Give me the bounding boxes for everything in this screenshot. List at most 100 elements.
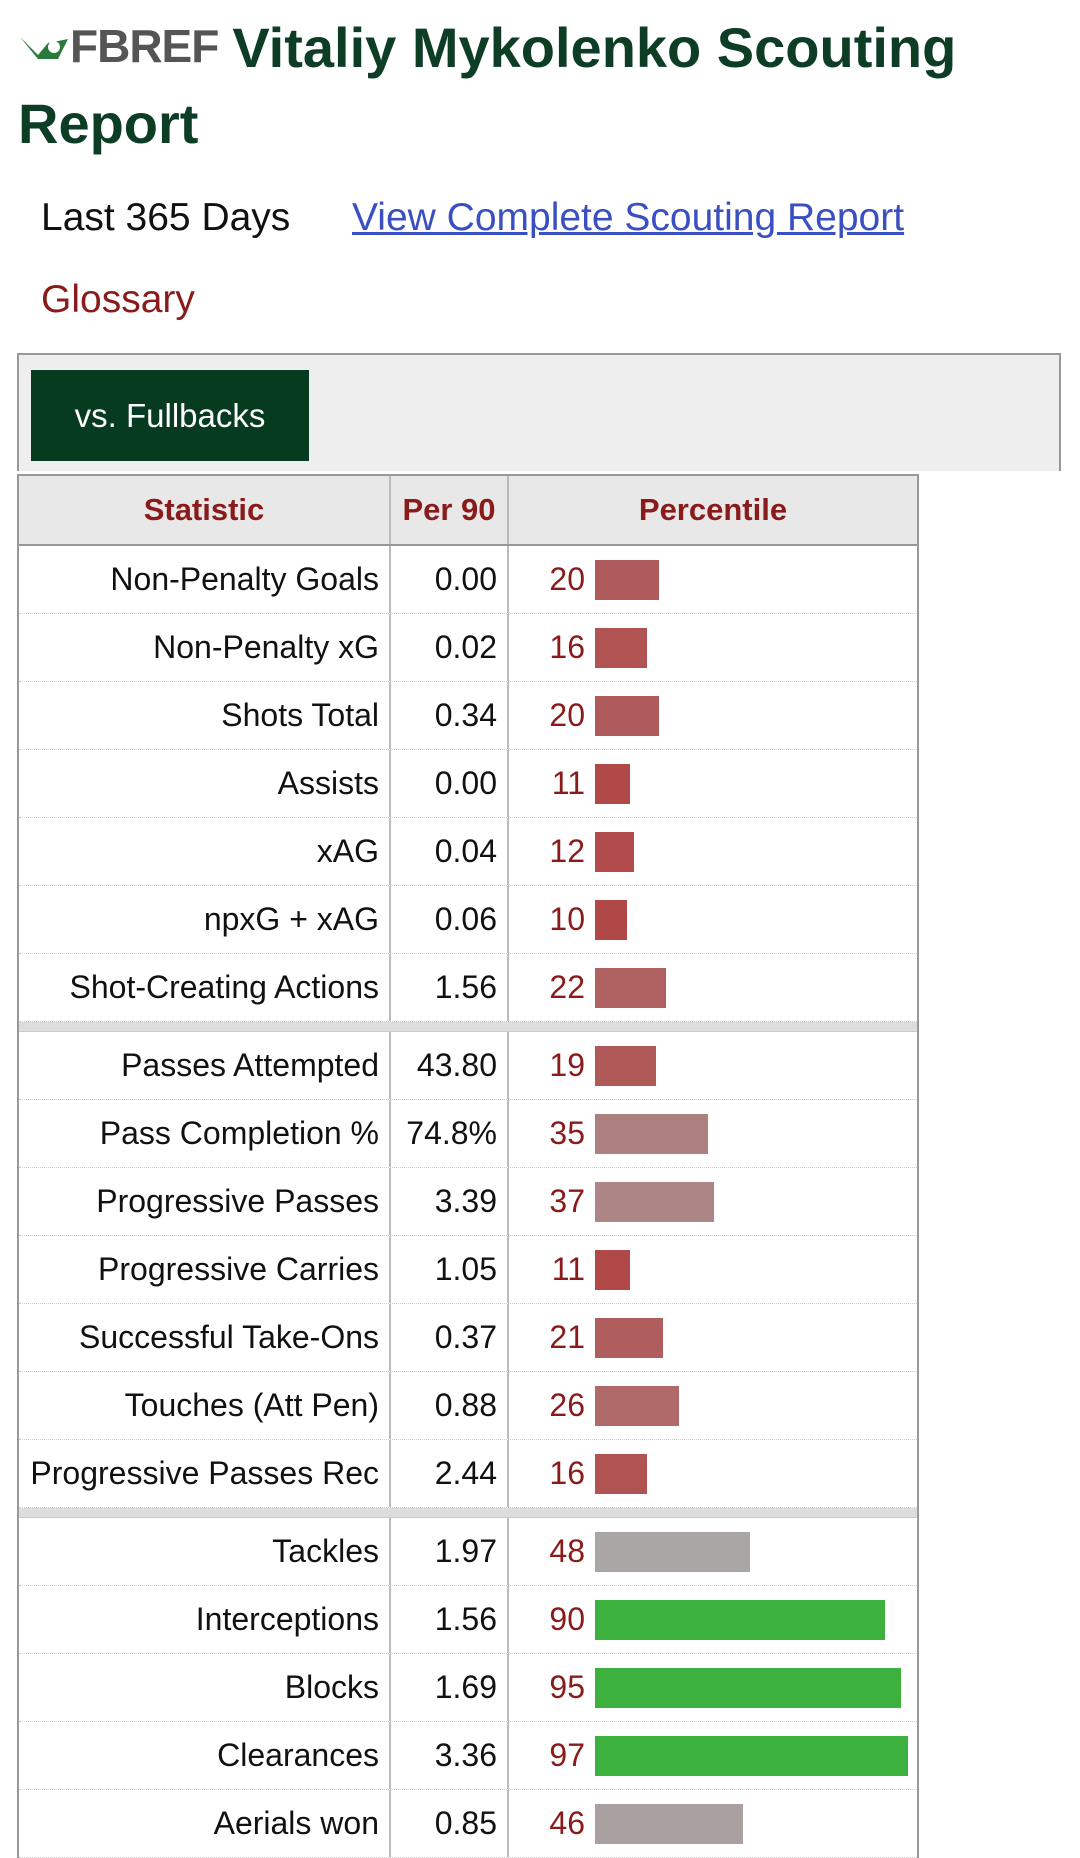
- stat-name: Progressive Passes: [19, 1168, 391, 1235]
- percentile-bar: [595, 1599, 886, 1640]
- percentile-bar: [595, 559, 660, 600]
- percentile-bar: [595, 1803, 744, 1844]
- percentile-cell: 16: [509, 1440, 917, 1507]
- per90-value: 1.05: [391, 1236, 509, 1303]
- period-label: Last 365 Days: [41, 196, 291, 239]
- tab[interactable]: vs. Fullbacks: [31, 370, 309, 461]
- percentile-cell: 11: [509, 1236, 917, 1303]
- column-header: Percentile: [638, 492, 788, 527]
- logo-icon: [20, 37, 68, 59]
- stat-name: Tackles: [19, 1518, 391, 1585]
- table-row: Clearances 3.36 97: [19, 1722, 917, 1790]
- stat-name: xAG: [19, 818, 391, 885]
- percentile-bar: [595, 1453, 647, 1494]
- table-row: Successful Take-Ons 0.37 21: [19, 1304, 917, 1372]
- percentile-cell: 19: [509, 1032, 917, 1099]
- stat-name: Aerials won: [19, 1790, 391, 1857]
- percentile-value: 95: [549, 1669, 585, 1705]
- per90-value: 0.06: [391, 886, 509, 953]
- per90-value: 1.97: [391, 1518, 509, 1585]
- stat-name: Non-Penalty xG: [19, 614, 391, 681]
- percentile-cell: 90: [509, 1586, 917, 1653]
- percentile-bar: [595, 967, 666, 1008]
- per90-value: 0.00: [391, 750, 509, 817]
- stat-name: Progressive Carries: [19, 1236, 391, 1303]
- percentile-bar: [595, 1249, 631, 1290]
- percentile-value: 10: [549, 901, 585, 937]
- per90-value: 0.00: [391, 546, 509, 613]
- stat-name: Shots Total: [19, 682, 391, 749]
- table-row: Progressive Passes 3.39 37: [19, 1168, 917, 1236]
- stat-name: npxG + xAG: [19, 886, 391, 953]
- percentile-cell: 10: [509, 886, 917, 953]
- logo[interactable]: FBREF: [18, 8, 219, 84]
- percentile-cell: 48: [509, 1518, 917, 1585]
- table-row: Tackles 1.97 48: [19, 1518, 917, 1586]
- complete-report-link[interactable]: View Complete Scouting Report: [352, 196, 905, 239]
- per90-value: 1.56: [391, 954, 509, 1021]
- table-row: Assists 0.00 11: [19, 750, 917, 818]
- percentile-value: 22: [549, 969, 585, 1005]
- percentile-value: 97: [549, 1737, 585, 1773]
- per90-value: 1.56: [391, 1586, 509, 1653]
- percentile-cell: 37: [509, 1168, 917, 1235]
- percentile-value: 16: [549, 629, 585, 665]
- percentile-bar: [595, 1113, 708, 1154]
- per90-value: 0.37: [391, 1304, 509, 1371]
- per90-value: 0.02: [391, 614, 509, 681]
- glossary-link[interactable]: Glossary: [41, 278, 195, 321]
- percentile-bar: [595, 627, 647, 668]
- group-separator: [19, 1508, 917, 1518]
- stat-name: Passes Attempted: [19, 1032, 391, 1099]
- percentile-value: 11: [551, 1251, 585, 1287]
- percentile-bar: [595, 1531, 750, 1572]
- percentile-cell: 35: [509, 1100, 917, 1167]
- percentile-bar: [595, 1045, 657, 1086]
- table-row: Passes Attempted 43.80 19: [19, 1032, 917, 1100]
- percentile-cell: 11: [509, 750, 917, 817]
- stat-name: Assists: [19, 750, 391, 817]
- percentile-value: 20: [549, 697, 585, 733]
- table-row: xAG 0.04 12: [19, 818, 917, 886]
- percentile-bar: [595, 1735, 908, 1776]
- table-row: Progressive Passes Rec 2.44 16: [19, 1440, 917, 1508]
- percentile-bar: [595, 1181, 715, 1222]
- per90-value: 3.36: [391, 1722, 509, 1789]
- percentile-cell: 20: [509, 546, 917, 613]
- percentile-value: 16: [549, 1455, 585, 1491]
- table-row: Non-Penalty xG 0.02 16: [19, 614, 917, 682]
- percentile-value: 11: [551, 765, 585, 801]
- percentile-cell: 95: [509, 1654, 917, 1721]
- header: FBREF Vitaliy Mykolenko Scouting Report: [18, 8, 1058, 162]
- per90-value: 3.39: [391, 1168, 509, 1235]
- stat-name: Touches (Att Pen): [19, 1372, 391, 1439]
- per90-value: 0.88: [391, 1372, 509, 1439]
- table-row: Pass Completion % 74.8% 35: [19, 1100, 917, 1168]
- table-row: Shots Total 0.34 20: [19, 682, 917, 750]
- percentile-value: 37: [549, 1183, 585, 1219]
- per90-value: 0.04: [391, 818, 509, 885]
- percentile-cell: 26: [509, 1372, 917, 1439]
- per90-value: 1.69: [391, 1654, 509, 1721]
- percentile-bar: [595, 899, 628, 940]
- stat-name: Progressive Passes Rec: [19, 1440, 391, 1507]
- table-row: Touches (Att Pen) 0.88 26: [19, 1372, 917, 1440]
- table-row: Non-Penalty Goals 0.00 20: [19, 546, 917, 614]
- percentile-value: 26: [549, 1387, 585, 1423]
- percentile-bar: [595, 763, 631, 804]
- table-row: npxG + xAG 0.06 10: [19, 886, 917, 954]
- stat-name: Interceptions: [19, 1586, 391, 1653]
- percentile-cell: 20: [509, 682, 917, 749]
- table-row: Interceptions 1.56 90: [19, 1586, 917, 1654]
- per90-value: 0.85: [391, 1790, 509, 1857]
- table-row: Aerials won 0.85 46: [19, 1790, 917, 1858]
- stat-name: Shot-Creating Actions: [19, 954, 391, 1021]
- percentile-bar: [595, 1667, 902, 1708]
- percentile-cell: 12: [509, 818, 917, 885]
- stat-name: Pass Completion %: [19, 1100, 391, 1167]
- percentile-bar: [595, 831, 634, 872]
- percentile-value: 20: [549, 561, 585, 597]
- percentile-value: 19: [549, 1047, 585, 1083]
- page-title: Vitaliy Mykolenko Scouting Report: [18, 16, 957, 155]
